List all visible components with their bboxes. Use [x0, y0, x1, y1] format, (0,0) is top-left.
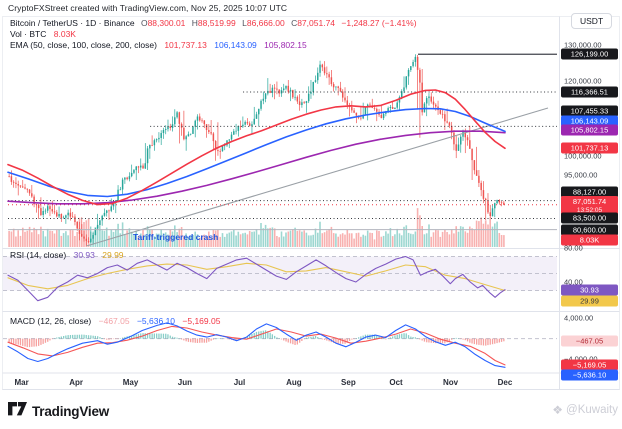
time-axis-label: Sep [341, 378, 356, 387]
macd-hist-value: −467.05 [98, 316, 130, 326]
price-axis-badge: 116,366.51 [561, 86, 618, 98]
price-axis-badge: 105,802.15 [561, 124, 618, 136]
macd-legend-row[interactable]: MACD (12, 26, close) −467.05 −5,636.10 −… [10, 316, 220, 326]
time-axis-label: Jun [177, 378, 193, 387]
watermark-text: @Kuwaity [566, 404, 618, 416]
ema-legend-row[interactable]: EMA (50, close, 100, close, 200, close) … [10, 40, 307, 50]
price-axis-badge: 107,455.33 [561, 105, 618, 117]
time-axis-label: Nov [442, 378, 459, 387]
time-axis-label: Aug [286, 378, 302, 387]
ema100-value: 106,143.09 [214, 40, 257, 50]
time-axis-label: Mar [14, 378, 29, 387]
low-key: L [242, 18, 247, 28]
price-axis-badge: 83,500.00 [561, 212, 618, 224]
price-axis-label: 80.00 [564, 243, 583, 253]
time-axis-label: May [122, 378, 139, 387]
price-axis-label: 130,000.00 [564, 40, 602, 50]
tradingview-brand-text: TradingView [32, 404, 110, 419]
high-key: H [191, 18, 198, 28]
open-value: 88,300.01 [147, 18, 186, 28]
currency-chip[interactable]: USDT [571, 13, 613, 29]
symbol-legend-row[interactable]: Bitcoin / TetherUS · 1D · Binance O88,30… [10, 18, 417, 28]
price-axis-badge: 88,127.00 [561, 186, 618, 198]
low-value: 86,666.00 [246, 18, 285, 28]
price-axis-label: 100,000.00 [564, 151, 602, 161]
high-value: 88,519.99 [197, 18, 236, 28]
ema50-value: 101,737.13 [164, 40, 207, 50]
price-axis-badge: 126,199.00 [561, 48, 618, 60]
close-value: 87,051.74 [297, 18, 336, 28]
symbol-title: Bitcoin / TetherUS · 1D · Binance [10, 18, 135, 28]
ema-label: EMA (50, close, 100, close, 200, close) [10, 40, 157, 50]
crash-annotation: Tariff-triggered crash [133, 232, 219, 242]
time-axis-label: Oct [389, 378, 403, 387]
macd-label: MACD (12, 26, close) [10, 316, 92, 326]
time-axis-label: Jul [233, 378, 246, 387]
candle-countdown: 13:52:05 [576, 206, 603, 214]
volume-value: 8.03K [53, 29, 76, 39]
time-axis-label: Dec [497, 378, 513, 387]
price-axis-badge: −467.05 [561, 335, 618, 347]
open-key: O [140, 18, 148, 28]
price-axis-badge: 87,051.74 13:52:05 [561, 195, 618, 216]
close-key: C [291, 18, 298, 28]
volume-label: Vol · BTC [10, 29, 47, 39]
tradingview-brand[interactable]: TradingView [8, 402, 109, 421]
price-axis-label: 95,000.00 [564, 170, 598, 180]
price-axis-badge: −5,169.05 [561, 359, 618, 370]
macd-line-value: −5,636.10 [136, 316, 176, 326]
price-axis-badge: 8.03K [561, 234, 618, 246]
price-axis-label: 40.00 [564, 277, 583, 287]
rsi-value: 30.93 [73, 250, 95, 260]
tradingview-logo-icon [8, 402, 27, 421]
price-axis-badge: −5,636.10 [561, 369, 618, 380]
rsi-label: RSI (14, close) [10, 250, 67, 260]
rsi-legend-row[interactable]: RSI (14, close) 30.93 29.99 [10, 250, 124, 260]
price-axis-badge: 80,600.00 [561, 224, 618, 235]
author-watermark: ❖ @Kuwaity [552, 403, 618, 417]
price-axis-badge: 30.93 [561, 284, 618, 296]
rsi-ma-value: 29.99 [102, 250, 124, 260]
price-axis-badge: 106,143.09 [561, 115, 618, 126]
change-value: −1,248.27 (−1.41%) [341, 18, 417, 28]
price-axis-badge: 101,737.13 [561, 142, 618, 154]
volume-legend-row[interactable]: Vol · BTC 8.03K [10, 29, 76, 39]
attribution-note: CryptoFXStreet created with TradingView.… [8, 3, 288, 13]
price-axis-label: 4,000.00 [564, 313, 594, 323]
ema200-value: 105,802.15 [264, 40, 307, 50]
macd-signal-value: −5,169.05 [182, 316, 221, 326]
compass-diamond-icon: ❖ [552, 403, 564, 417]
time-axis-label: Apr [69, 378, 83, 387]
price-axis-badge: 29.99 [561, 295, 618, 307]
price-axis-label: 120,000.00 [564, 76, 602, 86]
